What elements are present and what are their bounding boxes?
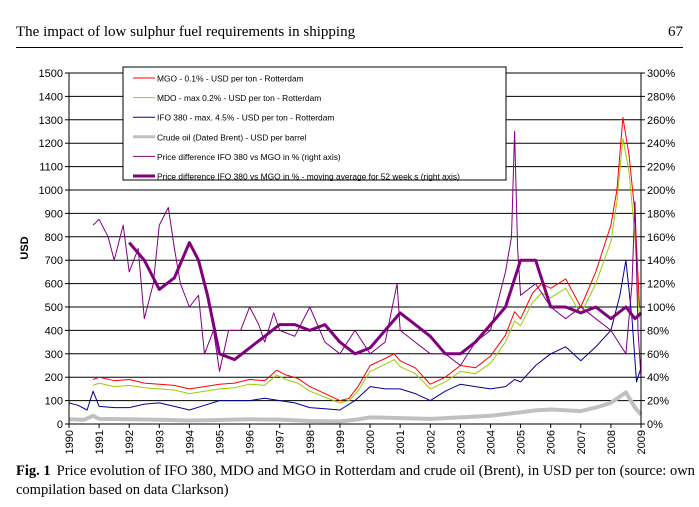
series-line-3 [68,390,643,424]
y-tick-label: 200 [45,372,63,384]
y-tick-label: 400 [45,325,63,337]
y2-tick-label: 240% [647,138,675,150]
series-line-2 [68,259,642,411]
y2-tick-label: 120% [647,279,675,291]
page-number: 67 [668,24,683,40]
x-tick-label: 1994 [184,430,196,454]
legend-box [122,66,507,181]
y-tick-label: 800 [45,232,63,244]
x-tick-label: 2006 [546,430,558,454]
running-header: The impact of low sulphur fuel requireme… [16,24,683,44]
y-tick-label: 900 [45,208,63,220]
y2-tick-label: 260% [647,115,675,127]
y-tick-label: 1500 [39,68,63,80]
x-tick-label: 1998 [305,430,317,454]
series-line-0 [92,117,640,402]
y2-tick-label: 280% [647,91,675,103]
y2-tick-label: 140% [647,255,675,267]
x-tick-label: 2008 [606,430,618,454]
y2-tick-label: 40% [647,372,669,384]
y2-tick-label: 100% [647,302,675,314]
y-tick-label: 100 [45,396,63,408]
y-tick-label: 1000 [39,185,63,197]
y2-tick-label: 160% [647,232,675,244]
y-axis-label: USD [19,236,31,259]
y-tick-label: 300 [45,349,63,361]
series-line-5 [128,241,643,362]
figure-caption: Fig. 1 Price evolution of IFO 380, MDO an… [16,462,696,500]
x-tick-label: 2001 [395,430,407,454]
x-tick-label: 2009 [636,430,648,454]
y2-tick-label: 0% [647,419,663,431]
y2-tick-label: 300% [647,68,675,80]
y-tick-label: 1200 [39,138,63,150]
figure-label: Fig. 1 [16,463,51,479]
y2-tick-label: 220% [647,162,675,174]
x-tick-label: 1991 [94,430,106,454]
y2-tick-label: 180% [647,208,675,220]
x-tick-label: 2003 [455,430,467,454]
x-tick-label: 1996 [245,430,257,454]
header-rule [16,47,683,48]
x-tick-label: 1995 [215,430,227,454]
x-tick-label: 2007 [576,430,588,454]
x-tick-label: 2005 [516,430,528,454]
x-tick-label: 2000 [365,430,377,454]
x-tick-label: 2004 [485,430,497,454]
y-tick-label: 500 [45,302,63,314]
y-tick-label: 1100 [39,162,63,174]
y2-tick-label: 200% [647,185,675,197]
y-tick-label: 600 [45,279,63,291]
caption-text: Price evolution of IFO 380, MDO and MGO … [16,463,695,498]
legend-label: Price difference IFO 380 vs MGO in % (ri… [157,152,341,162]
legend-label: Price difference IFO 380 vs MGO in % - m… [157,172,460,182]
y-tick-label: 0 [57,419,63,431]
x-tick-label: 2002 [425,430,437,454]
y2-tick-label: 80% [647,325,669,337]
y-tick-label: 700 [45,255,63,267]
x-tick-label: 1997 [275,430,287,454]
y-tick-label: 1300 [39,115,63,127]
legend-label: Crude oil (Dated Brent) - USD per barrel [157,132,307,142]
legend-label: IFO 380 - max. 4.5% - USD per ton - Rott… [157,113,334,123]
legend-label: MGO - 0.1% - USD per ton - Rotterdam [157,74,304,84]
x-tick-label: 1993 [154,430,166,454]
y-tick-label: 1400 [39,91,63,103]
x-tick-label: 1999 [335,430,347,454]
legend-label: MDO - max 0.2% - USD per ton - Rotterdam [157,93,321,103]
y2-tick-label: 60% [647,349,669,361]
series-line-1 [92,138,640,404]
y2-tick-label: 20% [647,396,669,408]
x-tick-label: 1990 [64,430,76,454]
running-title: The impact of low sulphur fuel requireme… [16,24,356,40]
x-tick-label: 1992 [124,430,136,454]
